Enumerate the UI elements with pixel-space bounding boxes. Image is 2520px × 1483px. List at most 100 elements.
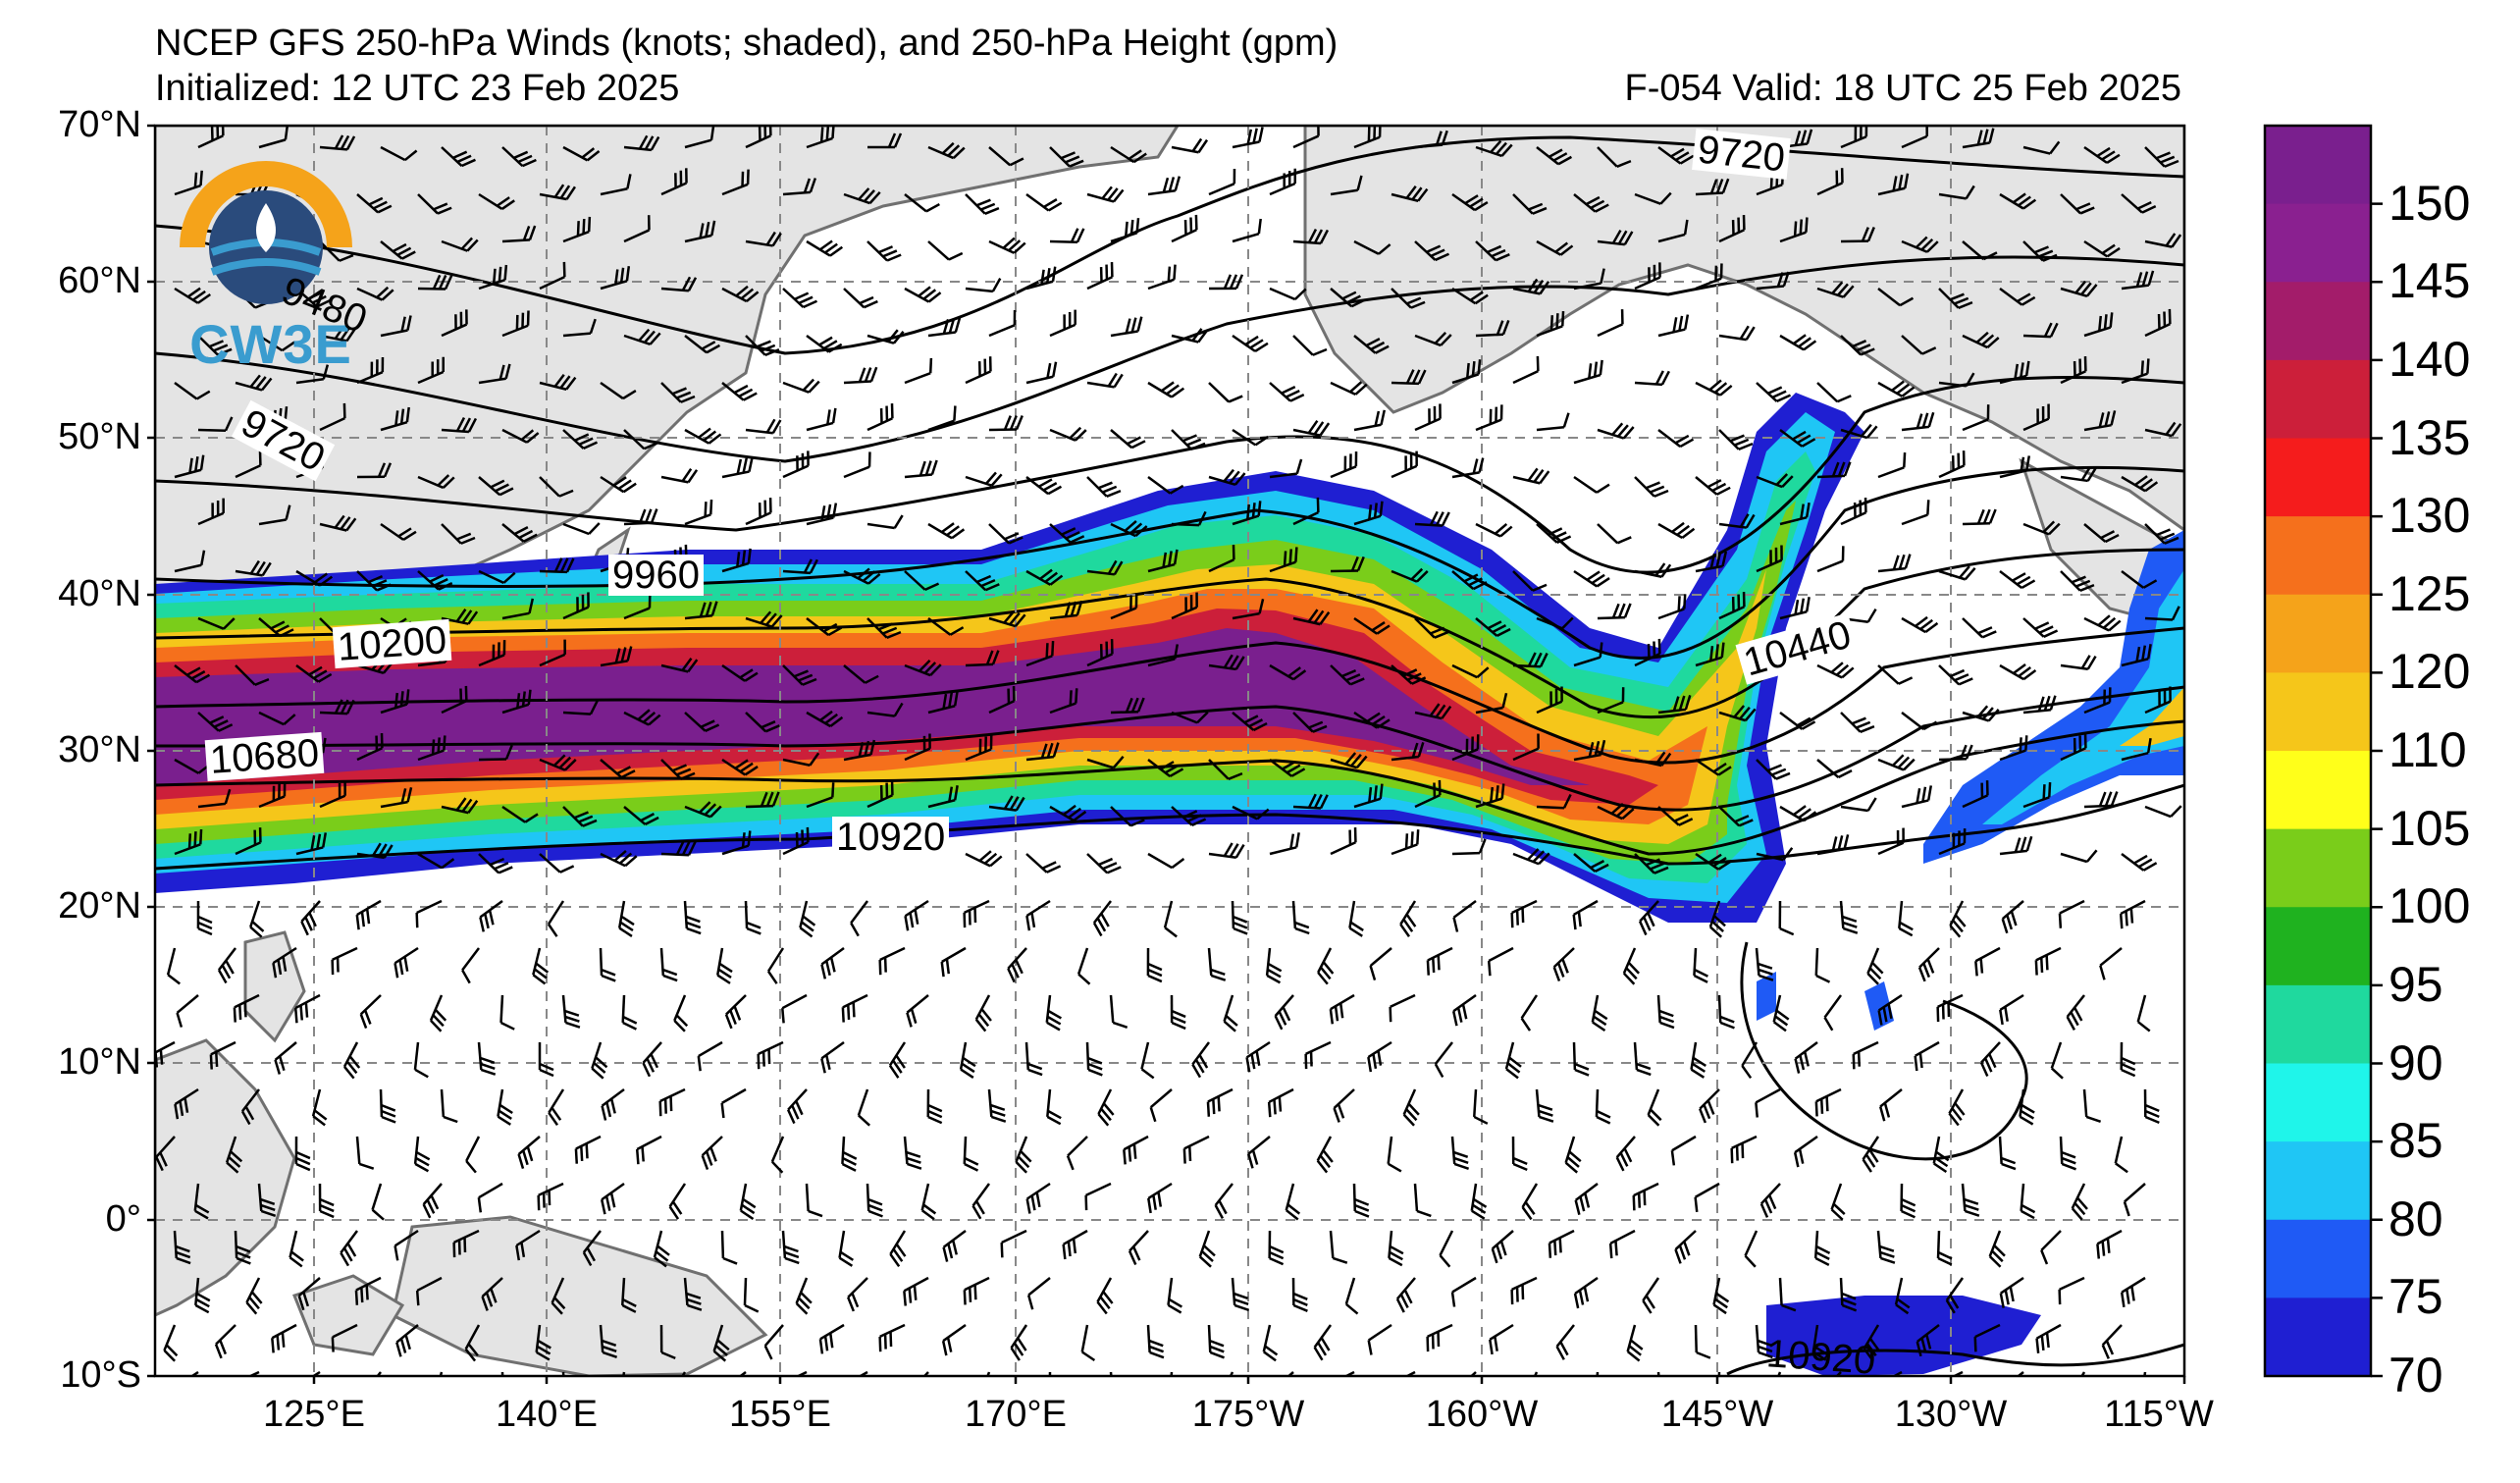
wind-barb [1268,1230,1285,1266]
wind-barb [712,1324,730,1362]
wind-barb [174,287,211,304]
init-time: Initialized: 12 UTC 23 Feb 2025 [155,68,680,109]
wind-barb [551,1277,566,1315]
wind-barb [744,900,761,935]
wind-barb [1353,335,1390,354]
wind-barb [2060,280,2098,297]
wind-barb [1391,369,1427,386]
wind-barb [2019,1088,2035,1126]
wind-barb [478,853,513,874]
wind-barb [2083,523,2120,544]
wind-barb [1778,900,1795,936]
wind-barb [623,134,660,152]
wind-barb [1574,1183,1599,1216]
wind-barb [539,184,576,201]
wind-barb [1208,274,1244,291]
wind-barb [1123,1135,1149,1165]
wind-barb [562,522,601,536]
wind-barb [2060,355,2087,385]
wind-barb [1512,355,1540,385]
wind-barb [1475,404,1503,432]
wind-barb [847,1277,868,1312]
colorbar-label: 90 [2389,1034,2443,1090]
wind-barb [1962,128,1995,149]
wind-barb [1521,1183,1539,1221]
wind-barb [920,1183,937,1221]
wind-barb [660,467,699,484]
wind-barb [515,1229,541,1261]
wind-barb [1900,1183,1916,1219]
wind-barb [2121,737,2152,762]
wind-barb [684,801,722,819]
wind-barb [668,1183,687,1220]
wind-barb [1414,240,1450,262]
wind-barb [1877,380,1916,397]
lat-label: 10°N [58,1041,141,1083]
wind-barb [1367,1323,1392,1355]
wind-barb [697,1040,723,1072]
wind-barb [2083,614,2122,632]
wind-barb [599,947,616,982]
wind-barb [1657,694,1692,715]
wind-barb [1475,139,1513,158]
wind-barb [1794,1040,1818,1074]
wind-barb [1414,617,1449,639]
wind-barb [927,405,957,432]
colorbar-label: 85 [2389,1113,2443,1169]
wind-barb [2022,695,2057,715]
wind-barb [1756,473,1794,489]
wind-barb [197,498,225,526]
wind-barb [888,1041,907,1079]
wind-barb [1656,994,1675,1030]
wind-barb [1938,288,1973,309]
wind-barb [380,315,412,338]
wind-barb [562,429,599,450]
wind-barb [623,508,658,526]
wind-barb [539,373,577,391]
wind-barb [1208,842,1245,859]
wind-barb [1938,828,1967,856]
wind-barb [539,261,566,291]
wind-barb [532,947,550,985]
wind-barb [843,664,879,684]
wind-barb [1274,994,1294,1031]
wind-barb [1353,409,1386,432]
wind-barb [1536,146,1573,166]
wind-barb [562,216,592,243]
wind-barb [1572,899,1599,930]
contour-label: 9720 [1692,128,1791,181]
wind-barb [2136,994,2151,1033]
wind-barb [1708,900,1726,938]
wind-barb [660,759,696,780]
wind-barb [806,334,843,353]
wind-barb [684,601,718,620]
wind-barb [258,617,294,638]
wind-barb [1779,428,1816,448]
wind-barb [2144,146,2179,168]
wind-barb [562,806,598,827]
wind-barb [1962,705,2000,722]
wind-barb [843,739,876,762]
wind-barb [1269,287,1307,301]
wind-barb [1564,1136,1582,1174]
wind-barb [600,1182,625,1215]
wind-barb [904,193,940,213]
logo-icon [180,161,352,304]
wind-barb [1391,450,1418,479]
wind-barb [417,570,453,591]
wind-barb [1901,500,1930,526]
wind-barb [1744,1230,1759,1268]
wind-barb [501,689,532,715]
wind-barb [1475,617,1511,638]
wind-barb [927,522,966,540]
wind-barb [635,1135,662,1165]
wind-barb [2040,1230,2062,1265]
wind-barb [1110,519,1148,538]
wind-barb [1391,288,1426,309]
wind-barb [1231,900,1248,935]
wind-barb [2082,1088,2102,1123]
wind-barb [1232,218,1262,243]
wind-barb [1110,218,1140,243]
wind-barb [600,850,638,868]
wind-barb [1573,1276,1599,1309]
